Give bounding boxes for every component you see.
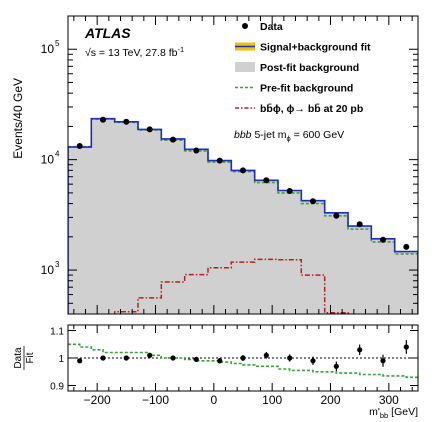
legend-data-marker <box>242 23 248 29</box>
ratio-point <box>310 358 316 364</box>
y-tick-label-exponent: 3 <box>55 260 60 269</box>
y-tick-label: 10 <box>41 42 55 56</box>
ratio-y-axis-title: Data Fit <box>13 346 36 370</box>
legend-entry: Post-fit background <box>235 62 359 74</box>
x-tick-label: −200 <box>84 393 111 407</box>
ratio-point <box>287 355 293 361</box>
ratio-panel-content <box>68 340 418 379</box>
experiment-label: ATLAS <box>84 25 131 41</box>
legend-entry: Pre-fit background <box>235 83 353 95</box>
selection-label-subscript: ϕ <box>287 134 291 143</box>
ratio-point <box>123 355 129 361</box>
data-points <box>76 116 410 250</box>
x-axis-title-main: m' <box>369 406 380 418</box>
signal-histogram <box>113 258 349 314</box>
legend-entry: bb̄ϕ, ϕ→ bb̄ at 20 pb <box>235 103 363 115</box>
ratio-y-tick-label: 0.9 <box>50 382 64 393</box>
ratio-y-title-denominator: Fit <box>25 352 36 363</box>
legend-label: Post-fit background <box>260 62 359 74</box>
ratio-point <box>170 355 176 361</box>
y-axis-title: Events/40 GeV <box>11 78 25 159</box>
energy-label: √s = 13 TeV, 27.8 fb-1 <box>85 45 184 59</box>
y-tick-label: 10 <box>41 263 55 277</box>
x-tick-label: 200 <box>320 393 340 407</box>
data-point <box>356 221 363 228</box>
legend-label: Pre-fit background <box>260 83 353 95</box>
data-point <box>403 243 410 250</box>
ratio-point <box>403 344 409 350</box>
data-point <box>380 236 386 243</box>
data-point <box>193 147 200 154</box>
ratio-y-title-numerator: Data <box>13 347 24 369</box>
ratio-point <box>147 352 153 358</box>
y-tick-label-exponent: 5 <box>55 39 60 48</box>
signal-histogram-line <box>113 258 349 314</box>
legend-entry: Data <box>242 21 283 33</box>
data-point <box>263 177 270 184</box>
y-tick-label-exponent: 4 <box>55 150 60 159</box>
x-axis-title-unit: [GeV] <box>388 406 418 418</box>
selection-label-text: 5-jet m <box>252 129 287 141</box>
post-fit-background-area <box>68 118 418 314</box>
legend-label: bb̄ϕ, ϕ→ bb̄ at 20 pb <box>260 103 363 115</box>
selection-label: bbb 5-jet mϕ = 600 GeV <box>234 129 344 143</box>
data-point <box>310 198 316 205</box>
x-axis-title-subscript: bb <box>380 411 388 420</box>
data-point <box>333 212 340 219</box>
ratio-point <box>380 358 386 364</box>
ratio-y-tick-label: 1 <box>58 354 64 365</box>
legend-label: Signal+background fit <box>260 42 371 54</box>
energy-label-text: √s = 13 TeV, 27.8 fb <box>85 47 178 59</box>
post-fit-background-fill <box>68 118 418 314</box>
ratio-point <box>77 358 83 364</box>
x-tick-label: 100 <box>262 393 282 407</box>
ratio-y-tick-label: 1.1 <box>50 327 64 338</box>
ratio-point <box>333 363 339 369</box>
main-panel-frame <box>67 15 419 315</box>
ratio-point <box>193 356 199 362</box>
legend: Data Signal+background fit Post-fit backgr… <box>235 21 371 115</box>
x-tick-label: −100 <box>142 393 169 407</box>
legend-label: Data <box>260 21 283 33</box>
data-point <box>146 126 153 133</box>
data-point <box>100 116 106 123</box>
data-point <box>240 167 246 174</box>
data-point <box>123 118 130 125</box>
ratio-point <box>357 347 363 353</box>
x-tick-label: 300 <box>379 393 399 407</box>
ratio-point <box>100 355 106 361</box>
ratio-point <box>217 358 223 364</box>
data-point <box>76 143 83 149</box>
ratio-panel-axes: 0.9 1 1.1 −200 −100 0 100 200 300 <box>50 325 418 407</box>
legend-entry: Signal+background fit <box>235 42 371 54</box>
ratio-point <box>240 355 246 361</box>
energy-label-superscript: -1 <box>177 45 184 54</box>
selection-label-bbb: bbb <box>234 129 252 141</box>
selection-label-value: = 600 GeV <box>291 129 344 141</box>
legend-post-fit-swatch <box>235 62 255 72</box>
y-tick-label: 10 <box>41 153 55 167</box>
x-tick-label: 0 <box>210 393 217 407</box>
data-point <box>216 157 223 164</box>
data-point <box>170 136 176 143</box>
data-point <box>286 188 293 194</box>
x-axis-title: m'bb [GeV] <box>369 406 418 420</box>
ratio-point <box>263 352 269 358</box>
ratio-pre-fit-line <box>68 343 418 379</box>
